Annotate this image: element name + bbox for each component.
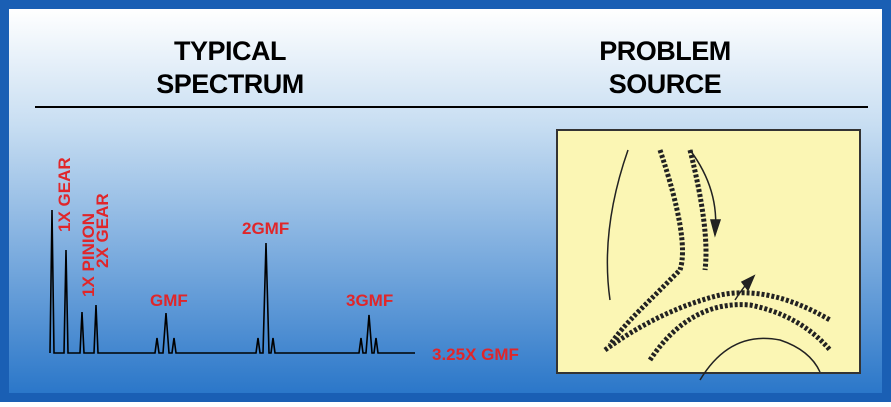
peak-label: 2X GEAR xyxy=(93,193,112,268)
diagram: TYPICAL SPECTRUM PROBLEM SOURCE 1X GEAR … xyxy=(0,0,891,402)
right-title-line1: PROBLEM xyxy=(599,36,731,66)
peak-label: 1X GEAR xyxy=(55,157,74,232)
peak-label: GMF xyxy=(150,291,188,310)
left-title-line2: SPECTRUM xyxy=(156,69,304,99)
axis-label: 3.25X GMF xyxy=(432,345,519,364)
left-title-line1: TYPICAL xyxy=(174,36,286,66)
peak-label: 2GMF xyxy=(242,219,289,238)
right-title-line2: SOURCE xyxy=(609,69,722,99)
peak-label: 3GMF xyxy=(346,291,393,310)
gear-box xyxy=(557,130,860,373)
